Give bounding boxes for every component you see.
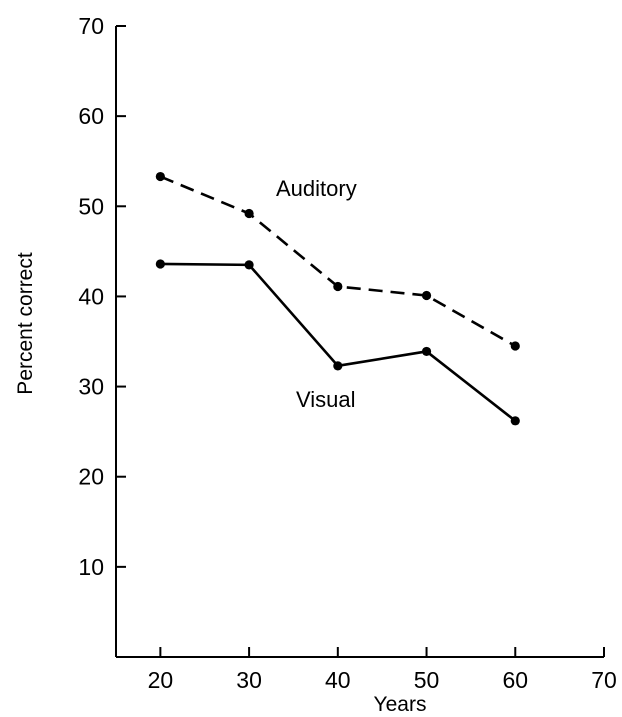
- y-tick-label: 30: [78, 374, 104, 400]
- y-tick-label: 60: [78, 103, 104, 129]
- series-label-auditory: Auditory: [276, 176, 357, 201]
- data-point-visual: [155, 259, 165, 269]
- y-tick-label: 20: [78, 464, 104, 490]
- data-point-auditory: [333, 281, 343, 292]
- x-axis-title: Years: [374, 693, 427, 716]
- x-tick-label: 60: [502, 667, 528, 693]
- x-tick-label: 70: [591, 667, 617, 693]
- data-point-visual: [333, 361, 343, 371]
- x-tick-label: 40: [325, 667, 351, 693]
- axes: 10 20 30 40 50 60 70 20 30 40 50 60 70 Years Percent c…: [14, 13, 617, 716]
- data-point-auditory: [155, 171, 165, 182]
- y-tick-label: 10: [78, 554, 104, 580]
- y-axis-title: Percent correct: [14, 252, 37, 395]
- series-layer: [155, 171, 520, 426]
- data-point-visual: [421, 346, 432, 357]
- series-line-auditory: [159, 175, 516, 348]
- x-tick-label: 30: [236, 667, 262, 693]
- data-point-auditory: [421, 290, 432, 301]
- y-tick-label: 50: [78, 193, 104, 219]
- data-point-auditory: [244, 208, 254, 219]
- data-point-visual: [244, 260, 254, 270]
- x-tick-label: 20: [148, 667, 174, 693]
- x-tick-label: 50: [414, 667, 440, 693]
- series-label-visual: Visual: [296, 387, 356, 412]
- y-tick-label: 70: [78, 13, 104, 39]
- data-point-auditory: [510, 341, 520, 351]
- y-tick-label: 40: [78, 283, 104, 309]
- labels-layer: Auditory Visual: [276, 176, 357, 412]
- data-point-visual: [510, 416, 520, 426]
